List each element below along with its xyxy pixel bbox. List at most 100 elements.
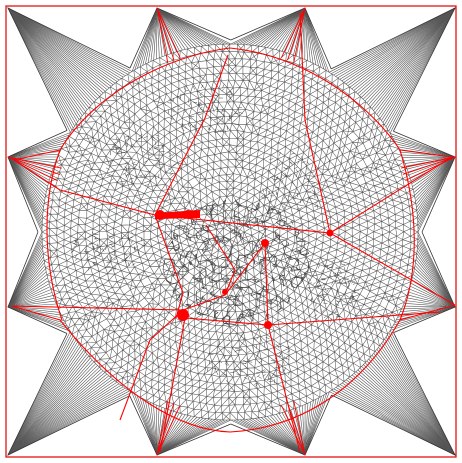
fan-line xyxy=(384,338,456,456)
shaded-region xyxy=(70,231,147,272)
fan-line xyxy=(156,419,216,456)
fan-line xyxy=(368,358,456,456)
fan-line xyxy=(403,156,456,161)
fan-line xyxy=(378,7,456,117)
fan-line xyxy=(406,297,456,308)
fan-line xyxy=(245,7,306,45)
fan-line xyxy=(266,7,306,48)
fan-line xyxy=(331,7,456,74)
fan-line xyxy=(7,7,122,79)
fan-line xyxy=(156,7,198,48)
fan-line xyxy=(363,364,456,456)
fan-line xyxy=(156,7,192,49)
fan-line xyxy=(414,156,456,199)
fan-line xyxy=(7,386,124,456)
fan-line xyxy=(394,306,456,323)
fan-line xyxy=(142,7,158,66)
red-ridge-line xyxy=(205,224,236,296)
fan-line xyxy=(147,7,158,63)
fan-line xyxy=(304,7,308,61)
fan-line xyxy=(337,385,456,456)
red-ridge-line xyxy=(13,159,156,216)
fan-line xyxy=(7,7,85,114)
fan-line xyxy=(366,7,456,104)
fan-line xyxy=(304,7,319,67)
red-junction xyxy=(222,289,228,295)
red-fan-line xyxy=(280,7,306,58)
fan-line xyxy=(258,417,306,456)
fan-line xyxy=(331,389,456,456)
fan-line xyxy=(355,7,456,93)
fan-line xyxy=(7,306,69,329)
fan-line xyxy=(7,355,89,456)
fan-line xyxy=(347,377,456,456)
fan-line xyxy=(370,356,456,456)
fan-line xyxy=(304,7,311,63)
fan-line xyxy=(382,7,456,123)
fan-line xyxy=(413,156,456,193)
fan-line xyxy=(393,306,456,326)
red-ridge-line xyxy=(399,149,415,321)
fan-line xyxy=(7,274,48,308)
fan-line xyxy=(7,156,45,205)
red-fan-line xyxy=(293,401,306,456)
red-ridge-line xyxy=(329,232,456,306)
fan-line xyxy=(417,247,456,308)
fan-line xyxy=(371,7,456,109)
fan-line xyxy=(7,277,48,308)
fan-line xyxy=(156,7,195,48)
fan-line xyxy=(278,413,306,456)
fan-line xyxy=(7,156,49,184)
red-ridge-line xyxy=(59,319,401,433)
fan-line xyxy=(254,7,306,46)
fan-line xyxy=(7,265,46,308)
fan-line xyxy=(387,334,456,456)
fan-line xyxy=(7,145,63,158)
red-fan-line xyxy=(405,156,456,181)
fan-line xyxy=(7,390,130,456)
fan-line xyxy=(376,349,456,456)
fan-line xyxy=(7,7,131,74)
fan-line xyxy=(7,335,74,456)
fan-line xyxy=(7,383,120,456)
fan-line xyxy=(7,156,56,163)
fan-line xyxy=(7,378,114,456)
fan-line xyxy=(136,395,158,456)
fan-line xyxy=(391,135,456,158)
fan-line xyxy=(381,343,456,456)
fan-line xyxy=(156,7,163,57)
fan-line xyxy=(343,7,456,83)
fan-line xyxy=(341,7,456,82)
fan-line xyxy=(7,283,50,308)
fan-line xyxy=(361,366,456,456)
red-fan-line xyxy=(156,405,181,456)
fan-line xyxy=(402,156,456,158)
fan-line xyxy=(415,259,456,308)
fan-line xyxy=(7,156,44,208)
fan-line xyxy=(275,414,306,456)
fan-line xyxy=(391,306,456,329)
fan-line xyxy=(248,7,306,46)
fan-line xyxy=(156,407,163,456)
fan-line xyxy=(230,419,306,456)
fan-line xyxy=(411,156,456,184)
red-ridge-line xyxy=(119,309,184,421)
fan-line xyxy=(416,156,456,208)
fan-line xyxy=(150,7,158,62)
red-junction xyxy=(177,309,189,321)
fan-line xyxy=(414,265,456,308)
fan-line xyxy=(408,288,456,308)
fan-line xyxy=(242,7,306,45)
fan-line xyxy=(153,7,158,61)
fan-line xyxy=(366,360,456,456)
fan-line xyxy=(347,7,456,86)
red-ridge-line xyxy=(13,149,61,161)
fan-line xyxy=(381,7,456,121)
fan-line xyxy=(412,156,456,187)
fan-line xyxy=(416,156,456,211)
fan-line xyxy=(7,343,80,456)
fan-line xyxy=(7,337,75,456)
fan-line xyxy=(7,341,78,456)
fan-line xyxy=(7,7,74,129)
